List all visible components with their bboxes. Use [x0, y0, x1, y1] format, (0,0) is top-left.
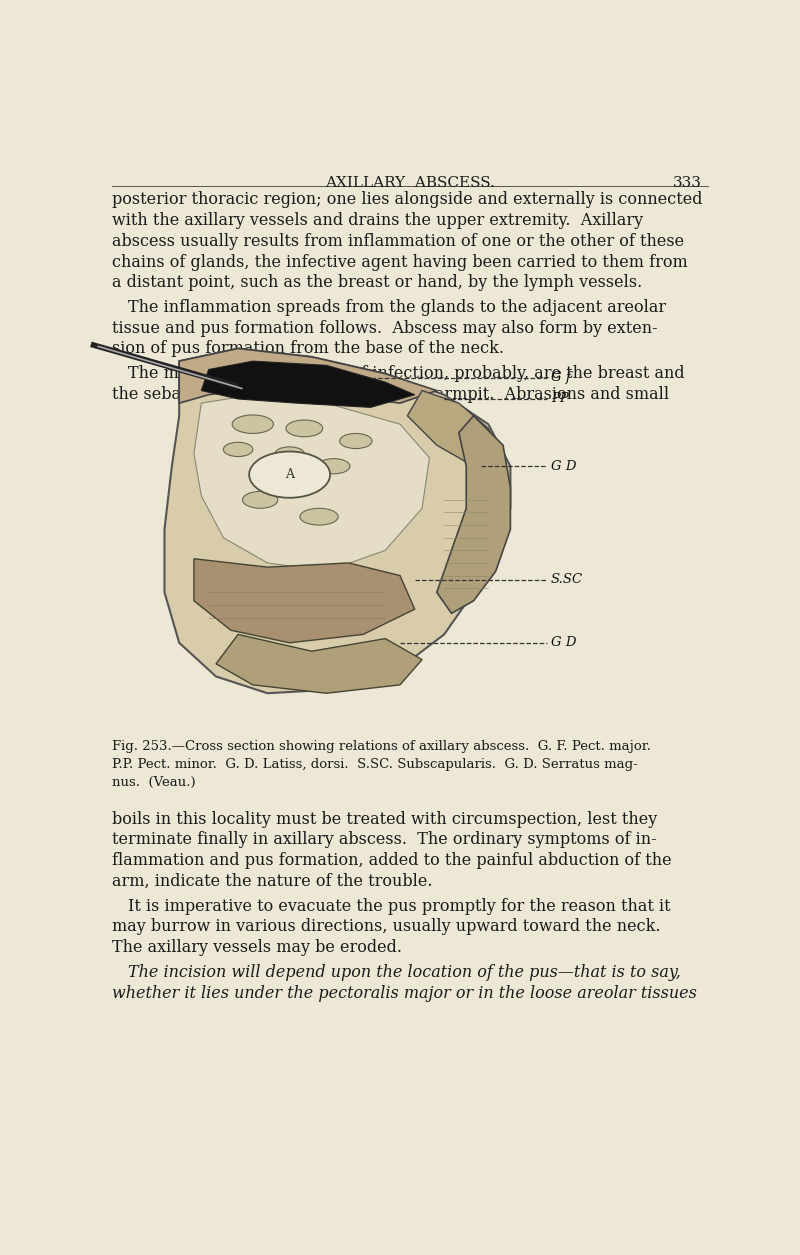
- Polygon shape: [165, 349, 510, 693]
- Text: the sebaceous glands in the skin of the armpit.  Abrasions and small: the sebaceous glands in the skin of the …: [112, 385, 670, 403]
- Ellipse shape: [286, 420, 322, 437]
- Text: AXILLARY  ABSCESS.: AXILLARY ABSCESS.: [325, 176, 495, 190]
- Text: a distant point, such as the breast or hand, by the lymph vessels.: a distant point, such as the breast or h…: [112, 275, 642, 291]
- Text: chains of glands, the infective agent having been carried to them from: chains of glands, the infective agent ha…: [112, 254, 688, 271]
- Text: Fig. 253.—Cross section showing relations of axillary abscess.  G. F. Pect. majo: Fig. 253.—Cross section showing relation…: [112, 740, 651, 789]
- Ellipse shape: [223, 442, 253, 457]
- Ellipse shape: [318, 458, 350, 474]
- Text: tissue and pus formation follows.  Abscess may also form by exten-: tissue and pus formation follows. Absces…: [112, 320, 658, 336]
- Text: The inflammation spreads from the glands to the adjacent areolar: The inflammation spreads from the glands…: [112, 299, 666, 316]
- Ellipse shape: [300, 508, 338, 525]
- Polygon shape: [202, 361, 414, 408]
- Polygon shape: [216, 634, 422, 693]
- Text: S.SC: S.SC: [551, 574, 583, 586]
- Text: flammation and pus formation, added to the painful abduction of the: flammation and pus formation, added to t…: [112, 852, 672, 870]
- Polygon shape: [407, 390, 503, 466]
- Text: whether it lies under the pectoralis major or in the loose areolar tissues: whether it lies under the pectoralis maj…: [112, 985, 698, 1001]
- Text: PP: PP: [551, 393, 569, 405]
- Ellipse shape: [275, 447, 304, 461]
- Polygon shape: [194, 395, 430, 571]
- Polygon shape: [179, 349, 437, 403]
- Text: arm, indicate the nature of the trouble.: arm, indicate the nature of the trouble.: [112, 873, 433, 890]
- Text: abscess usually results from inflammation of one or the other of these: abscess usually results from inflammatio…: [112, 232, 685, 250]
- Polygon shape: [194, 558, 414, 643]
- Text: 333: 333: [673, 176, 702, 190]
- Circle shape: [249, 452, 330, 498]
- Text: G f: G f: [551, 371, 570, 384]
- Text: with the axillary vessels and drains the upper extremity.  Axillary: with the axillary vessels and drains the…: [112, 212, 643, 228]
- Text: It is imperative to evacuate the pus promptly for the reason that it: It is imperative to evacuate the pus pro…: [112, 897, 671, 915]
- Text: may burrow in various directions, usually upward toward the neck.: may burrow in various directions, usuall…: [112, 919, 661, 935]
- Ellipse shape: [340, 433, 372, 448]
- Text: The most frequent sources of infection, probably, are the breast and: The most frequent sources of infection, …: [112, 365, 685, 382]
- Text: G D: G D: [551, 636, 576, 649]
- Text: G D: G D: [551, 459, 576, 473]
- Text: boils in this locality must be treated with circumspection, lest they: boils in this locality must be treated w…: [112, 811, 658, 827]
- Ellipse shape: [242, 492, 278, 508]
- Text: posterior thoracic region; one lies alongside and externally is connected: posterior thoracic region; one lies alon…: [112, 191, 703, 208]
- Text: The axillary vessels may be eroded.: The axillary vessels may be eroded.: [112, 939, 402, 956]
- Text: sion of pus formation from the base of the neck.: sion of pus formation from the base of t…: [112, 340, 504, 358]
- Polygon shape: [437, 415, 510, 614]
- Ellipse shape: [232, 415, 274, 433]
- Text: A: A: [285, 468, 294, 481]
- Text: The incision will depend upon the location of the pus—that is to say,: The incision will depend upon the locati…: [112, 964, 682, 981]
- Text: terminate finally in axillary abscess.  The ordinary symptoms of in-: terminate finally in axillary abscess. T…: [112, 831, 657, 848]
